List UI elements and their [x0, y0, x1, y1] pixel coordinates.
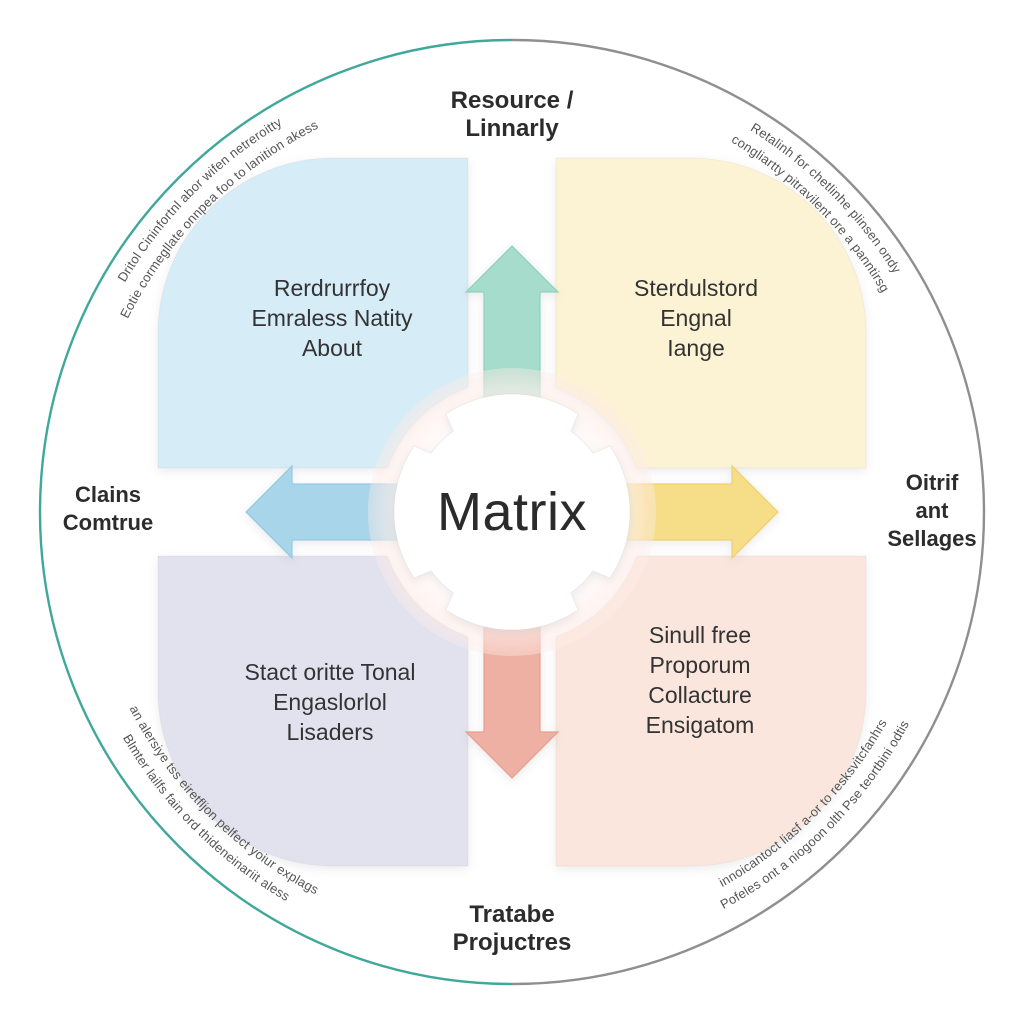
svg-text:Lisaders: Lisaders [287, 719, 374, 745]
matrix-diagram: Matrix Rerdrurrfoy Emraless Natity About Ste… [0, 0, 1024, 1024]
svg-text:Clains: Clains [75, 482, 141, 507]
svg-text:ant: ant [916, 498, 950, 523]
svg-text:Engnal: Engnal [660, 305, 732, 331]
svg-text:Oitrif: Oitrif [906, 470, 959, 495]
svg-text:Resource /: Resource / [451, 87, 574, 114]
svg-text:Proporum: Proporum [650, 652, 751, 678]
svg-text:Rerdrurrfoy: Rerdrurrfoy [274, 275, 391, 301]
svg-text:Ensigatom: Ensigatom [646, 712, 755, 738]
axis-label-right: Oitrif ant Sellages [887, 470, 976, 551]
svg-text:Projuctres: Projuctres [453, 929, 572, 956]
center-label: Matrix [437, 482, 587, 542]
axis-label-left: Clains Comtrue [63, 482, 153, 535]
axis-label-bottom: TratabeProjuctres [453, 901, 572, 956]
svg-text:Sterdulstord: Sterdulstord [634, 275, 758, 301]
svg-text:Collacture: Collacture [648, 682, 752, 708]
svg-text:Stact oritte Tonal: Stact oritte Tonal [245, 659, 416, 685]
svg-text:Linnarly: Linnarly [465, 115, 559, 142]
svg-text:About: About [302, 335, 363, 361]
svg-text:Sinull free: Sinull free [649, 622, 751, 648]
svg-text:Emraless Natity: Emraless Natity [251, 305, 413, 331]
svg-text:Engaslorlol: Engaslorlol [273, 689, 387, 715]
svg-text:Tratabe: Tratabe [469, 901, 554, 928]
axis-label-top: Resource /Linnarly [451, 87, 574, 142]
svg-text:Iange: Iange [667, 335, 725, 361]
svg-text:Comtrue: Comtrue [63, 510, 153, 535]
svg-text:Sellages: Sellages [887, 526, 976, 551]
